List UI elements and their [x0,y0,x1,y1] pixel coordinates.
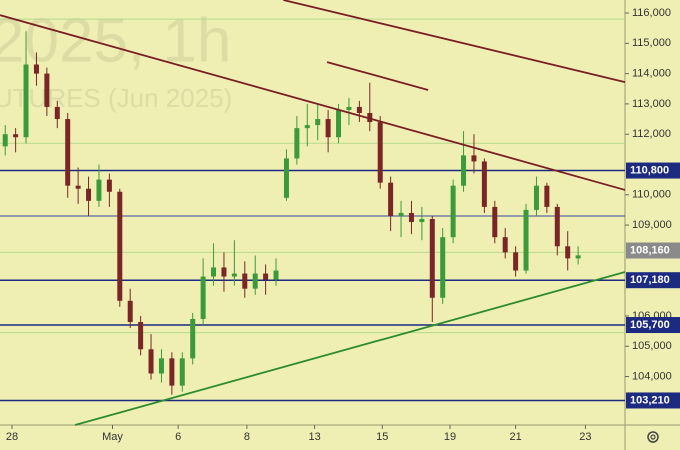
candle-body [367,112,373,123]
candle-body [304,125,310,129]
y-tick-label: 113,000 [632,98,671,110]
x-tick-label: 23 [579,431,591,443]
price-label-box [626,162,680,179]
y-tick-label: 116,000 [632,7,671,19]
candle-body [356,106,362,113]
candle-body [429,219,435,298]
trendline [283,0,626,83]
candle-body [138,322,144,350]
x-tick-label: 15 [376,431,388,443]
y-tick-label: 115,000 [632,37,671,49]
candle-body [408,212,414,223]
candle-body [200,276,206,319]
x-tick-label: 28 [6,431,18,443]
x-tick-label: 13 [308,431,320,443]
candle-body [492,206,498,238]
price-label: 107,180 [630,274,670,286]
candle-body [221,267,227,277]
candle-body [273,270,279,280]
candle-body [481,161,487,207]
candle-body [450,185,456,238]
candle-body [65,119,71,186]
price-label: 103,210 [630,394,670,406]
candle-body [86,188,92,201]
y-tick-label: 105,000 [632,340,672,352]
candle-body [461,155,467,186]
watermark: 2025, 1h [0,6,231,75]
candle-body [513,252,519,271]
candle-body [283,158,289,198]
candle-body [96,179,102,201]
candle-body [565,246,571,259]
y-tick-label: 104,000 [632,370,672,382]
candle-body [294,128,300,159]
y-tick-label: 109,000 [632,219,672,231]
candle-body [44,73,50,107]
candle-body [502,237,508,253]
candle-body [419,219,425,223]
candle-body [211,267,217,277]
x-tick-label: 6 [175,431,181,443]
candle-body [544,185,550,207]
trendline [0,14,626,191]
candle-body [252,273,258,289]
candle-body [554,206,560,247]
trendline [326,61,429,91]
candle-body [75,185,81,189]
candle-body [523,209,529,271]
candle-body [388,182,394,216]
price-label-box [626,317,680,334]
candle-body [190,318,196,359]
y-tick-label: 110,000 [632,189,671,201]
price-label: 105,700 [630,319,670,331]
candle-body [336,109,342,138]
candle-body [533,185,539,210]
candle-body [575,255,581,259]
price-label: 110,800 [630,164,669,176]
candle-body [315,119,321,126]
trendline [74,271,626,426]
candle-body [2,134,8,147]
candle-body [23,64,29,138]
price-label-box [626,392,680,409]
candle-body [169,358,175,386]
candle-body [54,106,60,120]
candle-body [242,273,248,289]
candle-body [471,155,477,162]
x-tick-label: May [102,431,123,443]
candle-body [179,358,185,386]
x-tick-label: 19 [444,431,456,443]
candle-body [346,106,352,110]
candle-body [377,122,383,183]
candle-body [398,212,404,216]
candle-body [127,300,133,323]
candle-body [106,179,112,192]
candle-body [33,64,39,74]
candle-body [263,273,269,280]
price-label-box [626,272,680,289]
x-tick-label: 21 [510,431,522,443]
x-tick-label: 8 [244,431,250,443]
watermark: FUTURES (Jun 2025) [0,83,232,113]
price-label-box [626,242,680,259]
candle-body [117,191,123,301]
candle-body [148,349,154,374]
candle-body [440,237,446,298]
candle-body [231,273,237,277]
candle-body [13,134,19,138]
candle-body [158,358,164,374]
candle-body [325,119,331,138]
y-tick-label: 112,000 [632,128,671,140]
y-tick-label: 114,000 [632,68,671,80]
price-label: 108,160 [630,244,670,256]
settings-icon[interactable] [647,431,659,443]
